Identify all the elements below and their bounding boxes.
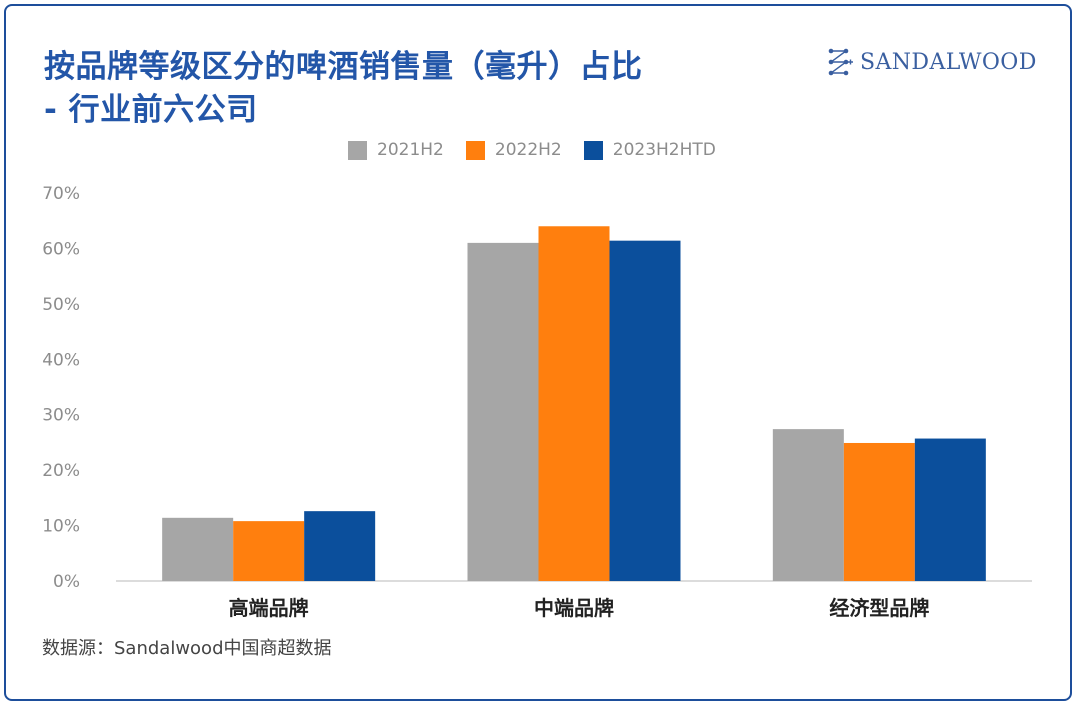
y-tick-label: 30% <box>42 406 80 426</box>
legend-label-2022h2: 2022H2 <box>494 140 562 160</box>
legend-label-2023h2htd: 2023H2HTD <box>612 140 716 160</box>
sandalwood-logo-icon <box>828 48 853 76</box>
bar-2022h2-0 <box>233 521 305 581</box>
chart-legend: 2021H2 2022H2 2023H2HTD <box>348 138 738 162</box>
legend-item-2023h2htd: 2023H2HTD <box>583 140 716 160</box>
chart-title: 按品牌等级区分的啤酒销售量（毫升）占比 - 行业前六公司 <box>44 46 804 132</box>
bar-2022h2-1 <box>538 226 610 581</box>
bar-2021h2-0 <box>162 517 234 581</box>
brand-logo: SANDALWOOD <box>826 45 1037 79</box>
legend-swatch-2022h2 <box>465 140 485 160</box>
legend-item-2021h2: 2021H2 <box>348 140 444 160</box>
bar-2021h2-2 <box>772 429 844 581</box>
y-tick-label: 10% <box>42 517 80 537</box>
title-line-1: 按品牌等级区分的啤酒销售量（毫升）占比 <box>44 49 643 85</box>
source-note: 数据源：Sandalwood中国商超数据 <box>42 638 332 659</box>
legend-swatch-2021h2 <box>348 140 367 160</box>
bar-2023h2htd-0 <box>304 511 376 581</box>
y-tick-label: 0% <box>53 572 80 592</box>
y-tick-label: 70% <box>42 184 80 204</box>
y-tick-label: 60% <box>42 239 80 259</box>
bar-2022h2-2 <box>843 442 915 581</box>
legend-label-2021h2: 2021H2 <box>377 140 444 160</box>
y-tick-label: 40% <box>42 350 80 370</box>
x-category-label: 高端品牌 <box>229 596 309 620</box>
x-category-label: 中端品牌 <box>534 596 614 620</box>
y-tick-label: 20% <box>42 461 80 481</box>
y-tick-label: 50% <box>42 295 80 315</box>
x-category-label: 经济型品牌 <box>829 596 929 620</box>
title-line-2: - 行业前六公司 <box>44 92 258 128</box>
bar-2023h2htd-1 <box>609 240 681 581</box>
legend-swatch-2023h2htd <box>583 140 603 160</box>
bar-2023h2htd-2 <box>914 438 986 581</box>
bar-2021h2-1 <box>467 242 539 581</box>
legend-item-2022h2: 2022H2 <box>465 140 562 160</box>
brand-name: SANDALWOOD <box>860 49 1037 75</box>
